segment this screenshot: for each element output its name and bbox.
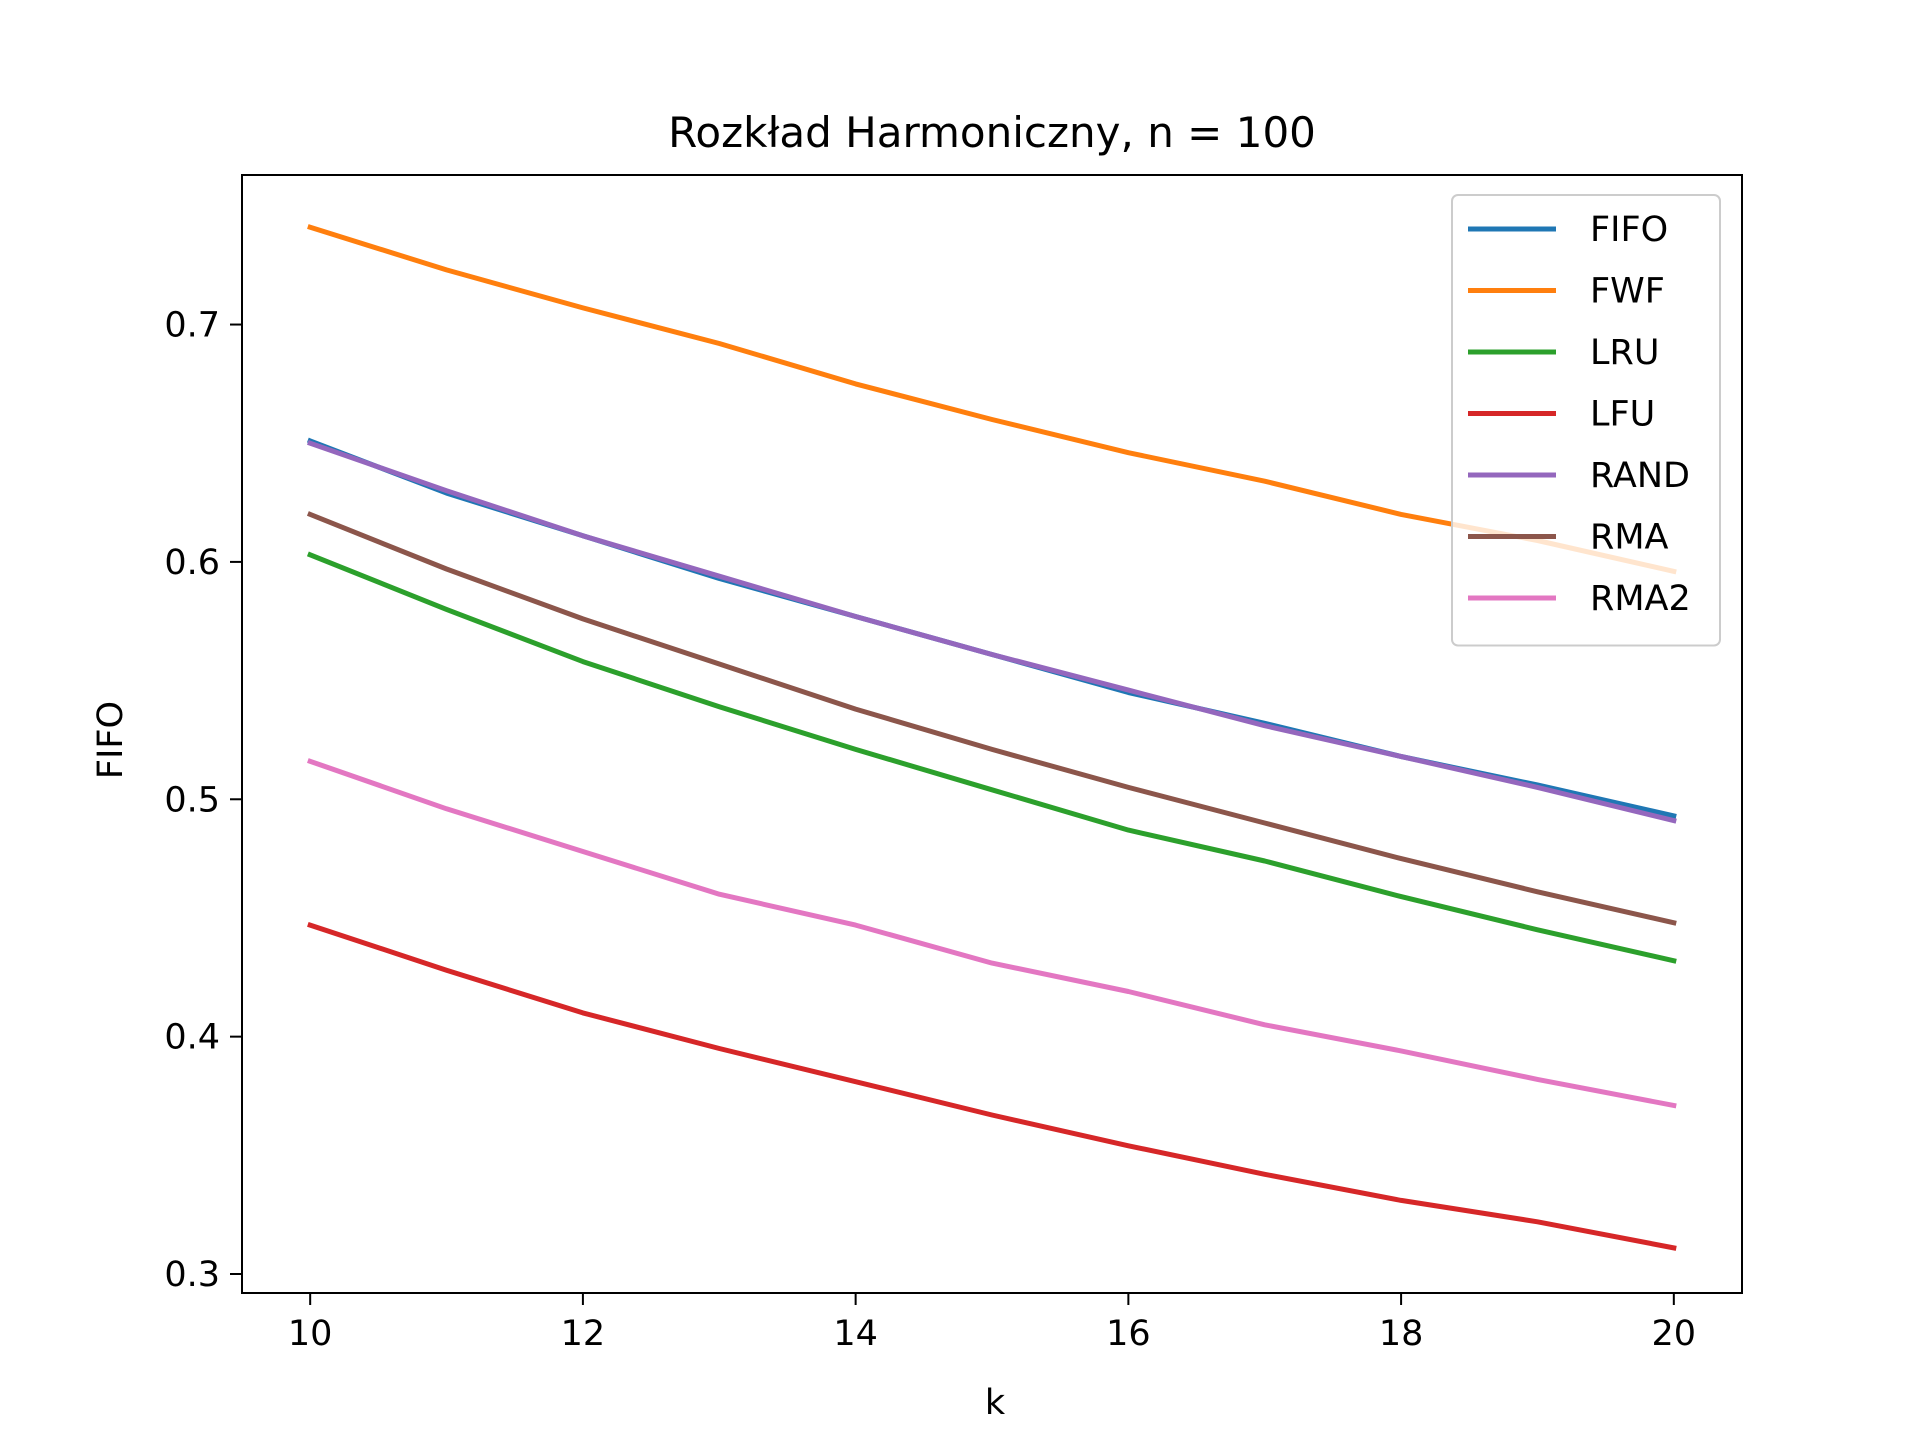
y-tick-label: 0.6 — [164, 543, 220, 583]
x-tick-label: 20 — [1652, 1314, 1697, 1354]
y-tick-label: 0.4 — [164, 1018, 220, 1058]
legend-label-lru: LRU — [1590, 333, 1659, 373]
plot-area-frame — [241, 174, 1743, 1294]
legend: FIFO FWF LRU LFU RAND RMA RMA2 — [1451, 194, 1721, 647]
y-tick-label: 0.7 — [164, 306, 220, 346]
x-tick-label: 10 — [288, 1314, 333, 1354]
legend-label-rand: RAND — [1590, 456, 1690, 496]
x-axis-label: k — [985, 1383, 1006, 1423]
legend-box — [1451, 194, 1721, 647]
series-line-lru — [306, 551, 1677, 964]
x-tick-label: 14 — [833, 1314, 878, 1354]
chart-title: Rozkład Harmoniczny, n = 100 — [668, 108, 1316, 157]
y-axis: 0.3 0.4 0.5 0.6 0.7 — [164, 306, 242, 1295]
series-layer — [306, 224, 1677, 1251]
x-tick-label: 18 — [1379, 1314, 1424, 1354]
x-tick-label: 16 — [1106, 1314, 1151, 1354]
series-line-rma — [306, 511, 1677, 926]
y-tick-label: 0.5 — [164, 780, 220, 820]
series-line-rand — [307, 440, 1677, 824]
series-line-lfu — [307, 921, 1677, 1251]
x-tick-label: 12 — [561, 1314, 606, 1354]
series-line-rma2 — [307, 758, 1677, 1109]
y-axis-label: FIFO — [91, 701, 131, 779]
legend-label-rma: RMA — [1590, 518, 1669, 558]
y-tick-label: 0.3 — [164, 1255, 220, 1295]
legend-label-rma2: RMA2 — [1590, 579, 1691, 619]
series-line-fwf — [307, 224, 1677, 575]
legend-label-fifo: FIFO — [1590, 210, 1668, 250]
x-axis: 10 12 14 16 18 20 — [288, 1293, 1696, 1354]
legend-label-fwf: FWF — [1590, 272, 1665, 312]
legend-label-lfu: LFU — [1590, 395, 1655, 435]
